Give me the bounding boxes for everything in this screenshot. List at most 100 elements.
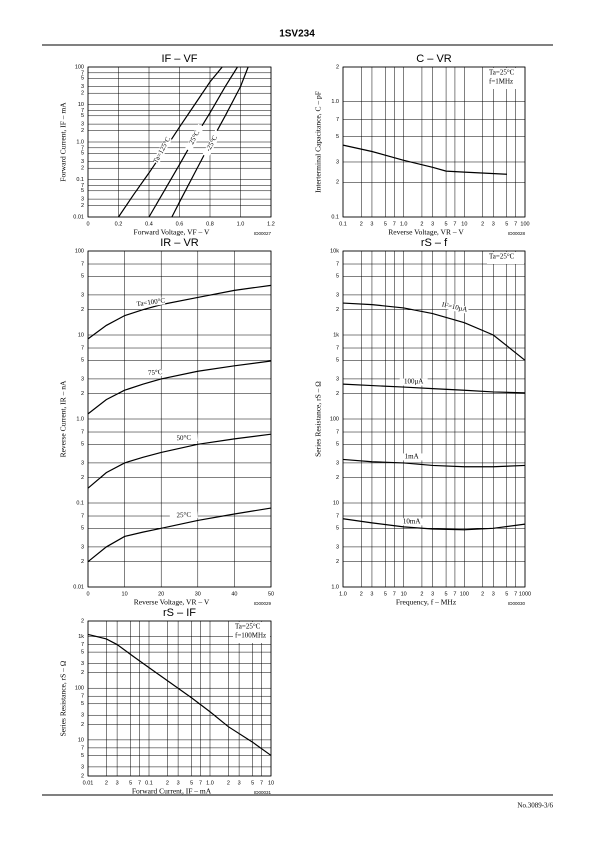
y-tick-label: 10 [333, 500, 339, 506]
x-tick-label: 5 [505, 221, 508, 227]
curve [342, 458, 526, 468]
x-tick-label: 5 [251, 780, 254, 786]
x-tick-label: 20 [158, 591, 164, 597]
x-tick-label: 0.6 [176, 221, 184, 227]
curve-label-bg [185, 123, 205, 152]
y-tick-label: 1.0 [331, 99, 339, 105]
legend-box [233, 622, 270, 643]
y-tick-label: 3 [81, 376, 84, 382]
y-tick-label: 2 [81, 475, 84, 481]
y-tick-label: 5 [81, 113, 84, 119]
x-tick-label: 7 [393, 221, 396, 227]
x-tick-label: 5 [445, 221, 448, 227]
x-tick-label: 5 [505, 591, 508, 597]
curve-label: 75°C [148, 368, 163, 377]
y-tick-label: 7 [81, 145, 84, 151]
x-tick-label: 3 [177, 780, 180, 786]
x-tick-label: 7 [514, 221, 517, 227]
y-tick-label: 2 [336, 475, 339, 481]
y-axis-label: Reverse Current, IR – nA [59, 380, 68, 457]
y-axis-label: Series Resistance, rS – Ω [314, 381, 323, 457]
y-tick-label: 2 [81, 307, 84, 313]
y-tick-label: 5 [81, 442, 84, 448]
curve-label: 100μA [404, 378, 423, 386]
curve-label: 25°C [176, 511, 191, 520]
y-tick-label: 3 [336, 159, 339, 165]
y-tick-label: 3 [81, 661, 84, 667]
y-tick-label: 0.01 [73, 214, 84, 220]
y-tick-label: 3 [81, 713, 84, 719]
y-tick-label: 7 [336, 429, 339, 435]
curve [87, 360, 272, 415]
y-tick-label: 7 [81, 261, 84, 267]
x-tick-label: 0.4 [145, 221, 153, 227]
curve [342, 302, 526, 361]
y-tick-label: 3 [81, 84, 84, 90]
x-tick-label: 40 [231, 591, 237, 597]
y-tick-label: 2 [81, 203, 84, 209]
x-tick-label: 2 [360, 221, 363, 227]
x-tick-label: 0.1 [145, 780, 153, 786]
chart-title: IR – VR [160, 237, 199, 249]
x-tick-label: 50 [268, 591, 274, 597]
legend-box [487, 68, 524, 89]
curve-label-bg [152, 136, 172, 165]
x-tick-label: 0.2 [115, 221, 123, 227]
y-tick-label: 7 [336, 513, 339, 519]
y-tick-label: 2 [336, 391, 339, 397]
legend-text: f=100MHz [235, 632, 266, 640]
curve [342, 144, 507, 175]
y-tick-label: 1.0 [331, 584, 339, 590]
curve-label-bg [136, 297, 166, 309]
x-tick-label: 1.2 [267, 221, 275, 227]
y-tick-label: 5 [81, 188, 84, 194]
y-tick-label: 3 [336, 544, 339, 550]
y-tick-label: 0.01 [73, 584, 84, 590]
y-tick-label: 3 [81, 159, 84, 165]
y-tick-label: 1k [78, 634, 84, 640]
x-tick-label: 3 [238, 780, 241, 786]
y-tick-label: 0.1 [331, 214, 339, 220]
curve-label-bg [397, 453, 426, 461]
legend-text: Ta=25°C [489, 253, 515, 261]
x-axis-label: Forward Voltage, VF – V [134, 228, 210, 237]
chart-code: ID00029 [254, 601, 272, 606]
y-tick-label: 3 [81, 460, 84, 466]
y-tick-label: 3 [81, 197, 84, 203]
y-tick-label: 2 [81, 128, 84, 134]
curve-label-bg [169, 511, 198, 520]
y-tick-label: 2 [336, 64, 339, 70]
x-tick-label: 2 [105, 780, 108, 786]
y-tick-label: 100 [330, 416, 339, 422]
x-tick-label: 7 [199, 780, 202, 786]
y-tick-label: 7 [81, 183, 84, 189]
y-tick-label: 7 [81, 513, 84, 519]
x-tick-label: 7 [260, 780, 263, 786]
x-tick-label: 0 [86, 221, 89, 227]
curve-label: 10mA [403, 517, 421, 525]
x-tick-label: 5 [445, 591, 448, 597]
y-tick-label: 10 [78, 737, 84, 743]
y-tick-label: 7 [81, 108, 84, 114]
x-tick-label: 3 [431, 591, 434, 597]
chart-title: rS – IF [163, 607, 196, 619]
y-tick-label: 5 [336, 134, 339, 140]
curve-label: 50°C [176, 434, 191, 443]
y-tick-label: 10k [330, 248, 339, 254]
x-tick-label: 10 [122, 591, 128, 597]
y-tick-label: 5 [336, 274, 339, 280]
y-tick-label: 7 [81, 694, 84, 700]
curve-label-bg [397, 518, 426, 526]
curve [87, 433, 272, 489]
y-tick-label: 2 [81, 618, 84, 624]
curve-label-bg [399, 378, 428, 386]
y-tick-label: 10 [78, 102, 84, 108]
y-tick-label: 1k [333, 332, 339, 338]
chart-title: rS – f [421, 237, 448, 249]
x-tick-label: 3 [116, 780, 119, 786]
y-tick-label: 2 [81, 91, 84, 97]
y-tick-label: 3 [336, 292, 339, 298]
y-tick-label: 3 [81, 544, 84, 550]
